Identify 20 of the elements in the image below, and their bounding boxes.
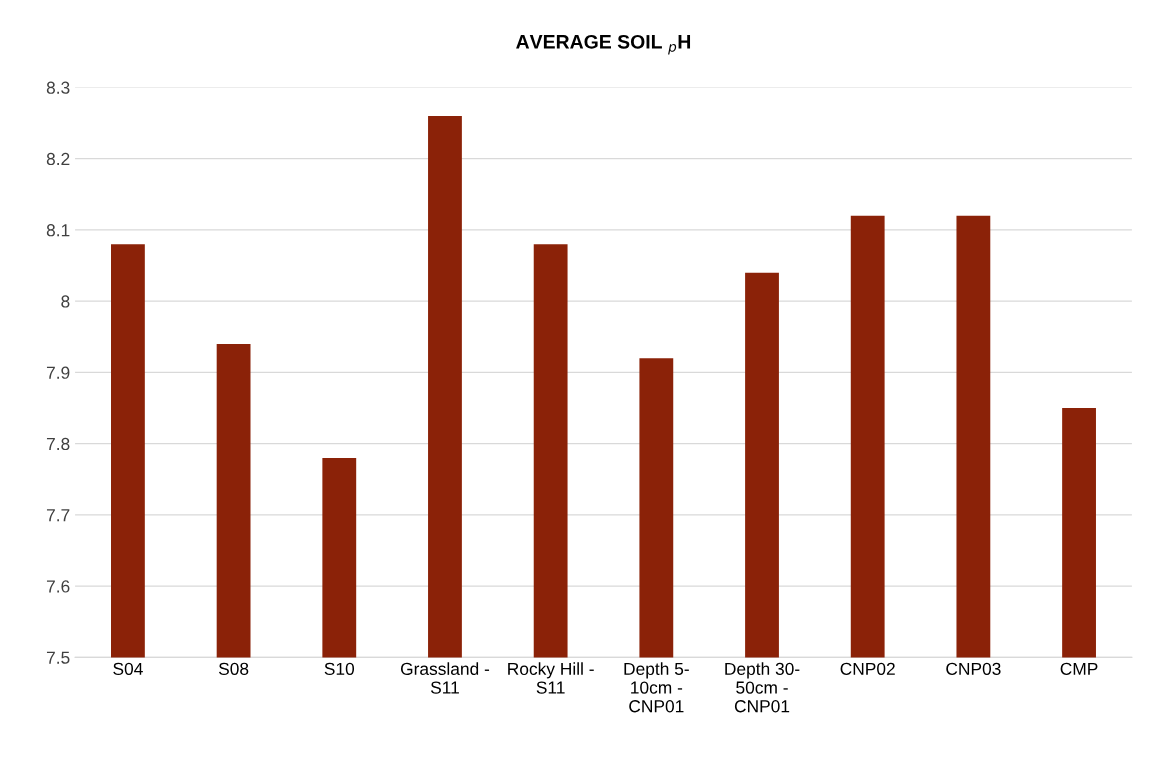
y-tick-label: 7.6	[46, 580, 70, 593]
x-tick-label: Rocky Hill - S11	[508, 662, 594, 694]
x-tick-label: CNP02	[840, 662, 895, 676]
x-tick-label: CNP03	[946, 662, 1001, 676]
x-tick-label: S04	[113, 662, 143, 676]
x-tick-label: Depth 30- 50cm - CNP01	[725, 662, 800, 713]
x-tick-label: S10	[324, 662, 355, 676]
y-tick-label: 8.3	[46, 81, 70, 94]
x-tick-label: Grassland - S11	[400, 662, 490, 694]
chart-title: AVERAGE SOIL $_{p}$H	[516, 34, 691, 55]
x-tick-label: S08	[218, 662, 249, 676]
y-tick-label: 7.9	[46, 366, 70, 379]
y-tick-label: 8.2	[46, 152, 70, 166]
y-tick-label: 7.5	[46, 651, 70, 664]
x-tick-label: Depth 5- 10cm - CNP01	[624, 662, 689, 713]
x-tick-label: CMP	[1060, 662, 1098, 676]
y-tick-label: 8.1	[46, 224, 70, 237]
y-tick-label: 8	[61, 295, 70, 308]
y-tick-label: 7.7	[46, 509, 70, 522]
y-tick-label: 7.8	[46, 437, 70, 451]
